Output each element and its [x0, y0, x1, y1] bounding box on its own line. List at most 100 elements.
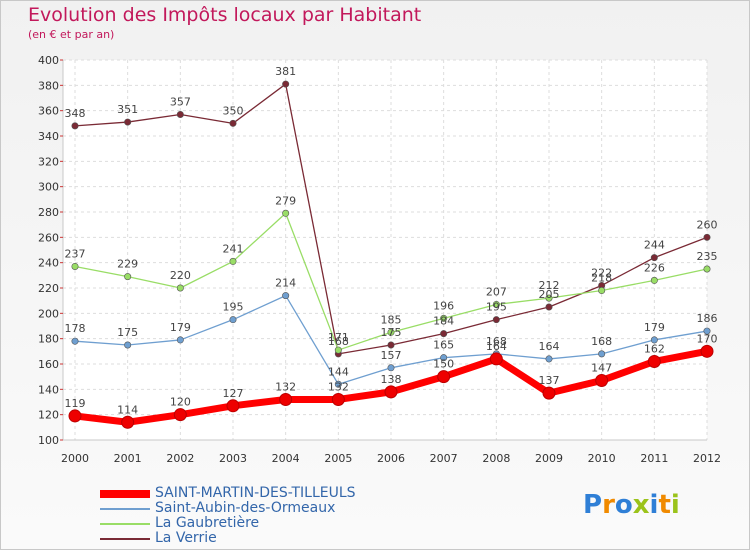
x-tick-label: 2000 [61, 452, 89, 465]
data-label: 260 [697, 218, 718, 231]
x-tick-label: 2011 [640, 452, 668, 465]
x-tick-label: 2006 [377, 452, 405, 465]
logo-letter: x [632, 490, 650, 520]
x-tick-label: 2004 [272, 452, 300, 465]
data-label: 196 [433, 299, 454, 312]
data-label: 132 [275, 380, 296, 393]
data-label: 127 [223, 387, 244, 400]
data-label: 175 [381, 326, 402, 339]
logo-letter: i [670, 490, 680, 520]
data-label: 220 [170, 269, 191, 282]
data-point [334, 346, 342, 354]
data-label: 237 [65, 247, 86, 260]
data-point [331, 392, 345, 406]
data-label: 205 [539, 288, 560, 301]
legend-label: La Verrie [155, 530, 217, 546]
data-label: 226 [644, 261, 665, 274]
data-label: 184 [433, 315, 454, 328]
data-point [440, 330, 448, 338]
data-label: 171 [328, 331, 349, 344]
legend-swatch [100, 522, 150, 525]
y-tick-label: 120 [38, 409, 59, 422]
x-tick-label: 2007 [430, 452, 458, 465]
data-point [703, 233, 711, 241]
data-point [71, 122, 79, 130]
data-point [545, 355, 553, 363]
logo-letter: o [614, 490, 633, 520]
data-label: 381 [275, 65, 296, 78]
x-tick-label: 2009 [535, 452, 563, 465]
data-point [282, 292, 290, 300]
data-point [124, 118, 132, 126]
legend-item: SAINT-MARTIN-DES-TILLEULS [100, 486, 356, 501]
data-point [545, 303, 553, 311]
legend-swatch [100, 507, 150, 510]
data-label: 241 [223, 242, 244, 255]
data-point [598, 350, 606, 358]
data-point [703, 327, 711, 335]
data-point [226, 399, 240, 413]
chart-title: Evolution des Impôts locaux par Habitant [28, 4, 422, 26]
data-label: 178 [65, 322, 86, 335]
data-label: 244 [644, 239, 665, 252]
data-label: 279 [275, 194, 296, 207]
data-label: 186 [697, 312, 718, 325]
y-tick-label: 160 [38, 358, 59, 371]
data-label: 132 [328, 380, 349, 393]
data-point [545, 294, 553, 302]
data-point [124, 341, 132, 349]
data-point [650, 276, 658, 284]
logo-letter: r [602, 490, 615, 520]
y-tick-label: 220 [38, 282, 59, 295]
data-label: 357 [170, 95, 191, 108]
y-tick-label: 380 [38, 79, 59, 92]
data-point [492, 300, 500, 308]
x-tick-label: 2012 [693, 452, 721, 465]
y-tick-label: 240 [38, 257, 59, 270]
data-label: 168 [328, 335, 349, 348]
data-label: 207 [486, 285, 507, 298]
data-point [542, 386, 556, 400]
y-tick-label: 320 [38, 155, 59, 168]
data-label: 235 [697, 250, 718, 263]
legend-item: La Gaubretière [100, 516, 356, 531]
data-label: 229 [117, 258, 138, 271]
legend-label: Saint-Aubin-des-Ormeaux [155, 500, 336, 516]
data-label: 120 [170, 396, 191, 409]
y-tick-label: 180 [38, 333, 59, 346]
legend-swatch [100, 537, 150, 540]
data-point [282, 80, 290, 88]
data-point [68, 409, 82, 423]
data-point [387, 364, 395, 372]
data-point [121, 415, 135, 429]
data-label: 195 [223, 301, 244, 314]
data-label: 351 [117, 103, 138, 116]
data-point [176, 284, 184, 292]
data-point [282, 209, 290, 217]
y-tick-label: 360 [38, 105, 59, 118]
data-point [595, 373, 609, 387]
data-label: 179 [170, 321, 191, 334]
data-label: 147 [591, 361, 612, 374]
data-label: 164 [539, 340, 560, 353]
legend-item: Saint-Aubin-des-Ormeaux [100, 501, 356, 516]
data-label: 162 [644, 342, 665, 355]
data-label: 168 [591, 335, 612, 348]
data-point [124, 273, 132, 281]
chart-subtitle: (en € et par an) [28, 28, 115, 41]
data-label: 179 [644, 321, 665, 334]
legend: SAINT-MARTIN-DES-TILLEULS Saint-Aubin-des… [100, 486, 356, 546]
data-label: 175 [117, 326, 138, 339]
y-tick-label: 300 [38, 181, 59, 194]
data-point [387, 341, 395, 349]
data-label: 214 [275, 277, 296, 290]
data-point [489, 352, 503, 366]
data-point [437, 370, 451, 384]
logo-letter: i [649, 490, 659, 520]
data-label: 218 [591, 272, 612, 285]
y-tick-label: 400 [38, 54, 59, 67]
data-label: 222 [591, 266, 612, 279]
data-label: 165 [433, 339, 454, 352]
data-point [440, 314, 448, 322]
